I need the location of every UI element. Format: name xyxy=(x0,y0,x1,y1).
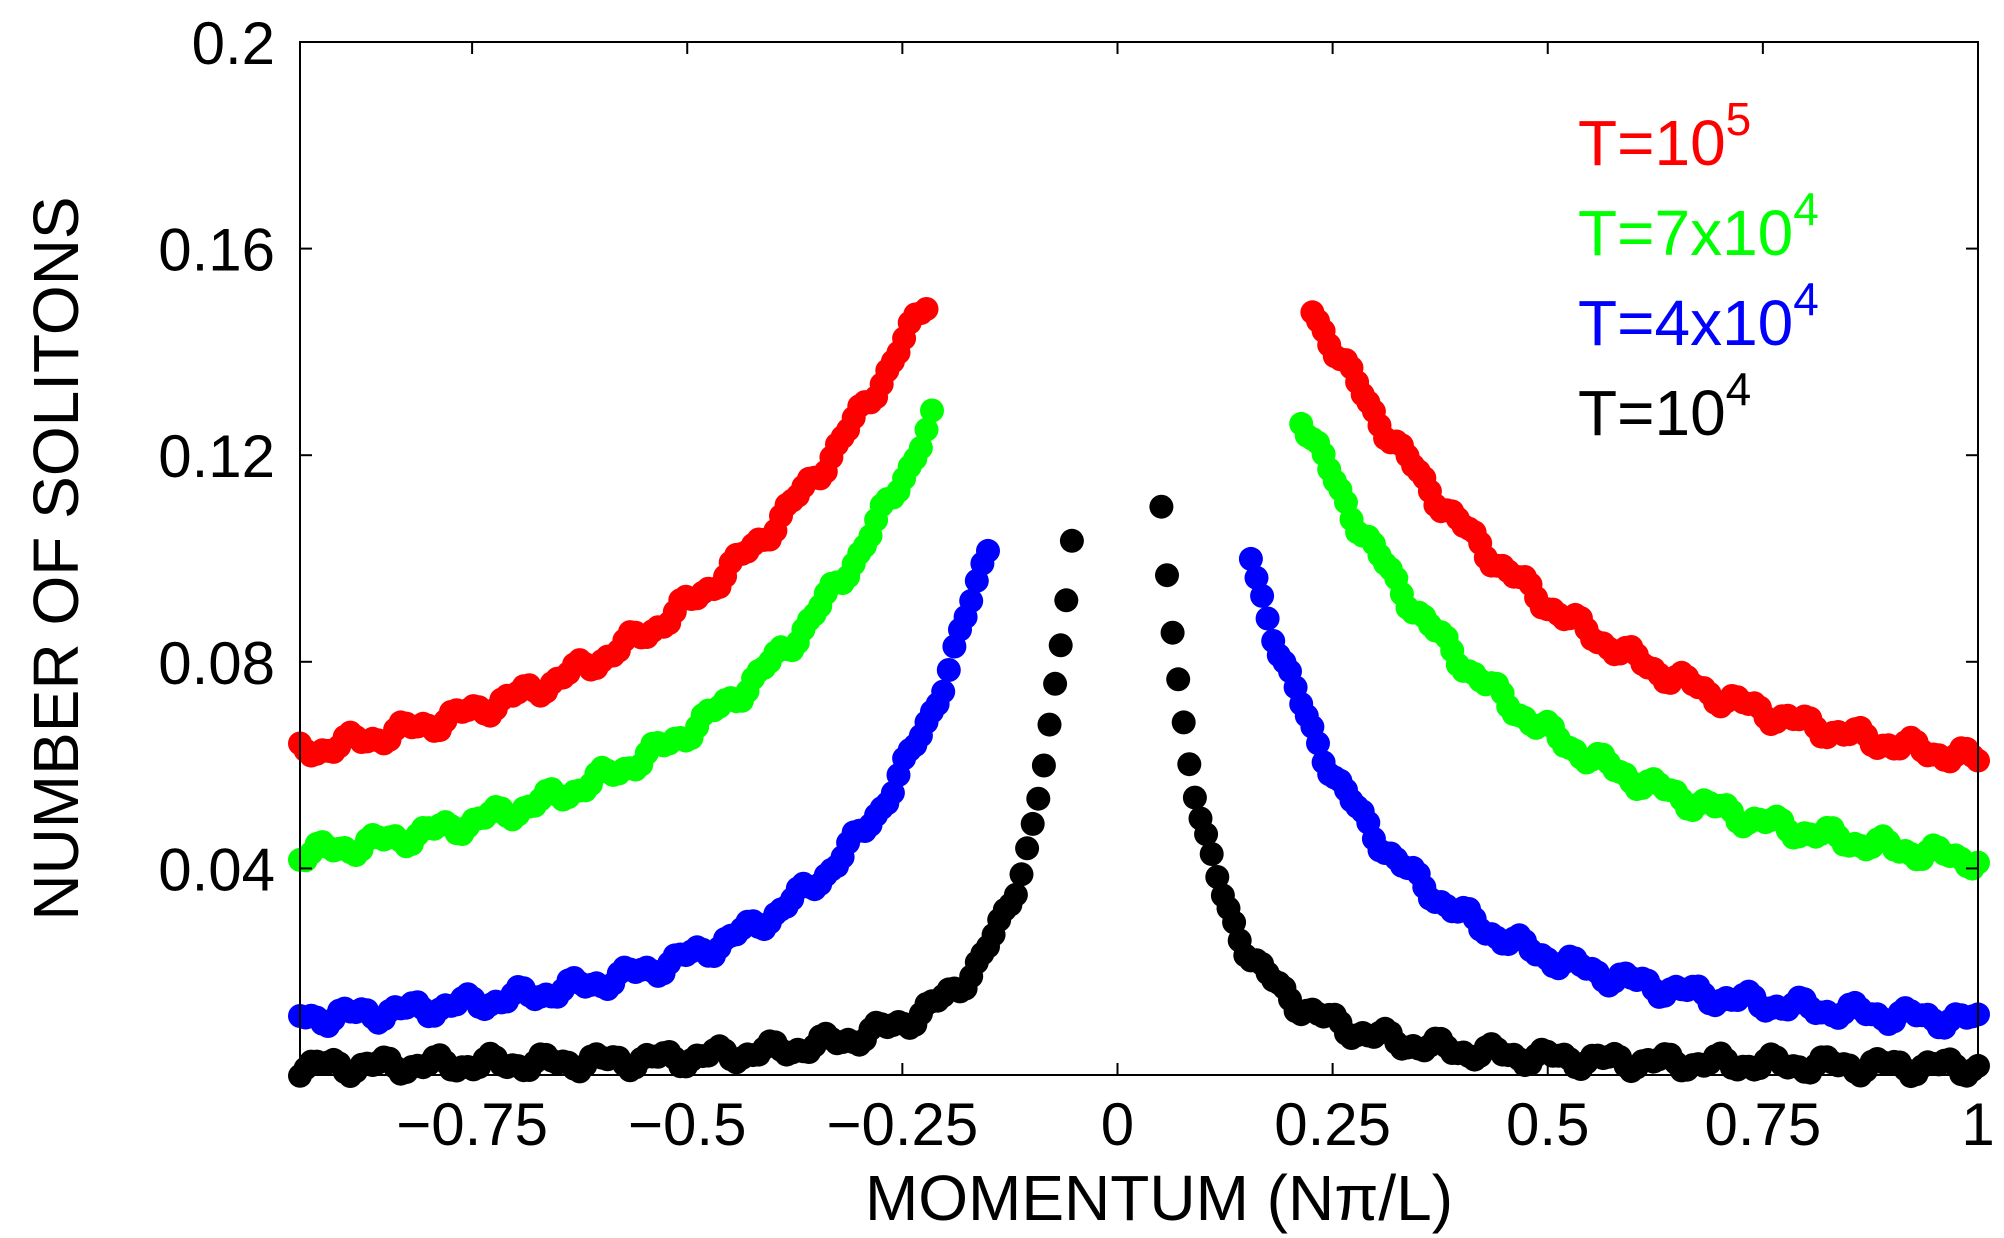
y-tick-label: 0.08 xyxy=(158,630,275,697)
data-point xyxy=(908,435,933,460)
series-3 xyxy=(288,494,1990,1089)
legend-exponent: 5 xyxy=(1726,93,1752,145)
legend-exponent: 4 xyxy=(1793,273,1819,325)
data-point xyxy=(959,588,984,613)
y-tick-label: 0.2 xyxy=(192,10,275,77)
x-tick-label: 0.75 xyxy=(1704,1091,1821,1158)
x-tick-label: 0.5 xyxy=(1506,1091,1589,1158)
data-point xyxy=(1048,633,1073,658)
x-axis-title: MOMENTUM (Nπ/L) xyxy=(865,1162,1453,1234)
data-point xyxy=(1182,785,1207,810)
legend-label: T=10 xyxy=(1578,377,1726,449)
data-point xyxy=(1054,588,1079,613)
data-point xyxy=(1037,712,1062,737)
data-point xyxy=(914,297,939,321)
legend-entry: T=7x104 xyxy=(1578,183,1819,269)
series-1 xyxy=(288,398,1990,881)
legend-entry: T=104 xyxy=(1578,363,1751,449)
data-point xyxy=(931,679,956,704)
data-point xyxy=(1166,667,1191,692)
x-tick-label: 1 xyxy=(1961,1091,1994,1158)
legend-entry: T=105 xyxy=(1578,93,1751,179)
data-point xyxy=(1160,620,1185,645)
legend-label: T=10 xyxy=(1578,107,1726,179)
y-tick-label: 0.12 xyxy=(158,423,275,490)
data-points xyxy=(288,297,1990,1089)
data-point xyxy=(1250,583,1275,608)
legend-label: T=4x10 xyxy=(1578,287,1793,359)
data-point xyxy=(1043,671,1068,696)
data-point xyxy=(1015,836,1040,861)
data-point xyxy=(1244,565,1269,590)
y-axis-title: NUMBER OF SOLITONS xyxy=(20,196,92,920)
data-point xyxy=(1171,710,1196,735)
data-point xyxy=(1194,822,1219,847)
data-point xyxy=(1020,811,1045,836)
data-point xyxy=(920,398,944,423)
data-point xyxy=(1026,786,1051,811)
data-point xyxy=(1306,731,1330,756)
data-point xyxy=(1255,606,1280,631)
data-point xyxy=(1222,910,1247,935)
data-point xyxy=(1003,882,1028,907)
x-tick-label: −0.25 xyxy=(826,1091,978,1158)
plot-frame xyxy=(299,41,1979,1076)
legend-label: T=7x10 xyxy=(1578,197,1793,269)
data-point xyxy=(1238,546,1263,571)
y-tick-label: 0.16 xyxy=(158,217,275,284)
x-tick-label: −0.75 xyxy=(396,1091,548,1158)
legend-exponent: 4 xyxy=(1793,183,1819,235)
data-point xyxy=(1149,494,1174,519)
legend-exponent: 4 xyxy=(1726,363,1752,415)
data-point xyxy=(1155,563,1179,588)
data-point xyxy=(936,658,961,682)
data-point xyxy=(1199,842,1224,866)
data-point xyxy=(1009,862,1034,887)
x-tick-label: 0 xyxy=(1101,1091,1134,1158)
data-point xyxy=(976,538,1000,563)
legend-entry: T=4x104 xyxy=(1578,273,1819,359)
x-tick-label: −0.5 xyxy=(628,1091,746,1158)
axis-ticks: −0.75 −0.5 −0.25 0 0.25 0.5 0.75 10.040.080.120… xyxy=(158,10,1994,1158)
series-0 xyxy=(288,297,1990,774)
data-point xyxy=(914,417,939,442)
y-tick-label: 0.04 xyxy=(158,836,275,903)
series-2 xyxy=(288,538,1990,1040)
data-point xyxy=(1031,753,1056,778)
data-point xyxy=(1059,528,1084,553)
x-tick-label: 0.25 xyxy=(1274,1091,1391,1158)
data-point xyxy=(1177,752,1202,777)
data-point xyxy=(1205,865,1230,889)
